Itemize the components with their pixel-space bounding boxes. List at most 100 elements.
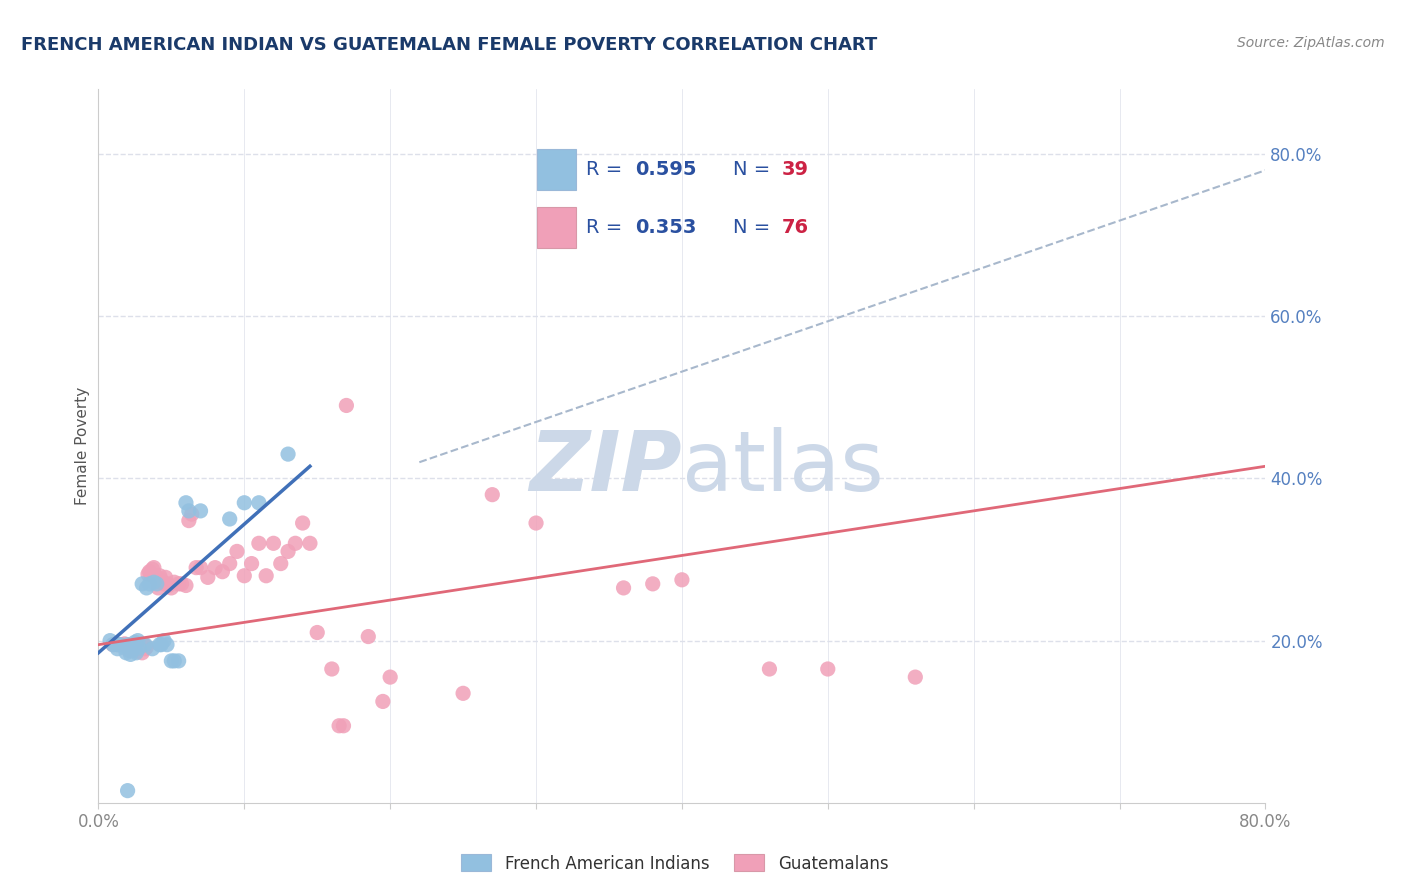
Point xyxy=(105,641,128,656)
Point xyxy=(146,577,169,591)
Point xyxy=(277,544,299,558)
Point xyxy=(129,640,152,654)
Point xyxy=(122,638,145,652)
Point xyxy=(105,638,128,652)
Point xyxy=(197,570,219,584)
Point xyxy=(149,568,172,582)
Point xyxy=(141,641,163,656)
Point xyxy=(204,560,226,574)
Text: Source: ZipAtlas.com: Source: ZipAtlas.com xyxy=(1237,36,1385,50)
Point xyxy=(167,654,190,668)
Point xyxy=(128,640,150,655)
Point xyxy=(254,568,277,582)
Point xyxy=(121,643,143,657)
Point xyxy=(105,638,128,652)
Point xyxy=(122,640,145,654)
Point xyxy=(101,638,124,652)
Point xyxy=(138,565,160,579)
Point xyxy=(118,643,141,657)
Point xyxy=(117,783,139,797)
Point xyxy=(247,536,270,550)
Point xyxy=(226,544,249,558)
Point xyxy=(127,641,149,656)
Point xyxy=(134,641,156,656)
Point xyxy=(98,633,121,648)
Point xyxy=(156,577,179,591)
Point xyxy=(247,496,270,510)
Point xyxy=(758,662,780,676)
Point xyxy=(125,644,148,658)
Point xyxy=(124,635,146,649)
Point xyxy=(174,578,197,592)
Point xyxy=(380,670,402,684)
Point xyxy=(135,581,157,595)
Point xyxy=(817,662,839,676)
Point xyxy=(153,633,176,648)
Text: atlas: atlas xyxy=(682,427,883,508)
Point xyxy=(146,573,169,587)
Point xyxy=(328,719,350,733)
Point xyxy=(120,640,142,654)
Point xyxy=(177,514,200,528)
Point xyxy=(167,577,190,591)
Point xyxy=(157,578,180,592)
Point xyxy=(641,577,664,591)
Point xyxy=(163,654,186,668)
Point xyxy=(114,640,136,654)
Point xyxy=(141,562,163,576)
Point xyxy=(298,536,321,550)
Point xyxy=(291,516,314,530)
Point xyxy=(115,646,138,660)
Point xyxy=(190,504,212,518)
Point xyxy=(170,577,193,591)
Point xyxy=(160,581,183,595)
Point xyxy=(218,557,240,571)
Point xyxy=(160,654,183,668)
Point xyxy=(186,560,208,574)
Point xyxy=(101,638,124,652)
Point xyxy=(321,662,343,676)
Point xyxy=(481,488,503,502)
Point xyxy=(332,719,354,733)
Point xyxy=(180,507,202,521)
Point xyxy=(117,638,139,652)
Point xyxy=(451,686,474,700)
Point xyxy=(357,630,380,644)
Point xyxy=(211,565,233,579)
Point xyxy=(284,536,307,550)
Point xyxy=(138,577,160,591)
Point xyxy=(127,633,149,648)
Point xyxy=(671,573,693,587)
Point xyxy=(240,557,263,571)
Point xyxy=(136,567,159,582)
Point xyxy=(270,557,292,571)
Point xyxy=(131,577,153,591)
Y-axis label: Female Poverty: Female Poverty xyxy=(75,387,90,505)
Point xyxy=(612,581,634,595)
Point xyxy=(155,570,177,584)
Point xyxy=(114,637,136,651)
Point xyxy=(134,638,156,652)
Point xyxy=(132,638,155,652)
Point xyxy=(117,638,139,652)
Point xyxy=(131,646,153,660)
Point xyxy=(142,560,165,574)
Point xyxy=(177,504,200,518)
Point xyxy=(233,496,256,510)
Point xyxy=(104,637,127,651)
Legend: French American Indians, Guatemalans: French American Indians, Guatemalans xyxy=(454,847,896,880)
Point xyxy=(190,560,212,574)
Point xyxy=(153,577,176,591)
Point xyxy=(163,575,186,590)
Point xyxy=(307,625,329,640)
Point xyxy=(335,399,357,413)
Point xyxy=(174,496,197,510)
Point xyxy=(277,447,299,461)
Point xyxy=(233,568,256,582)
Point xyxy=(110,638,132,652)
Point xyxy=(120,640,142,654)
Point xyxy=(111,638,134,652)
Point xyxy=(371,694,394,708)
Point xyxy=(150,573,173,587)
Point xyxy=(121,641,143,656)
